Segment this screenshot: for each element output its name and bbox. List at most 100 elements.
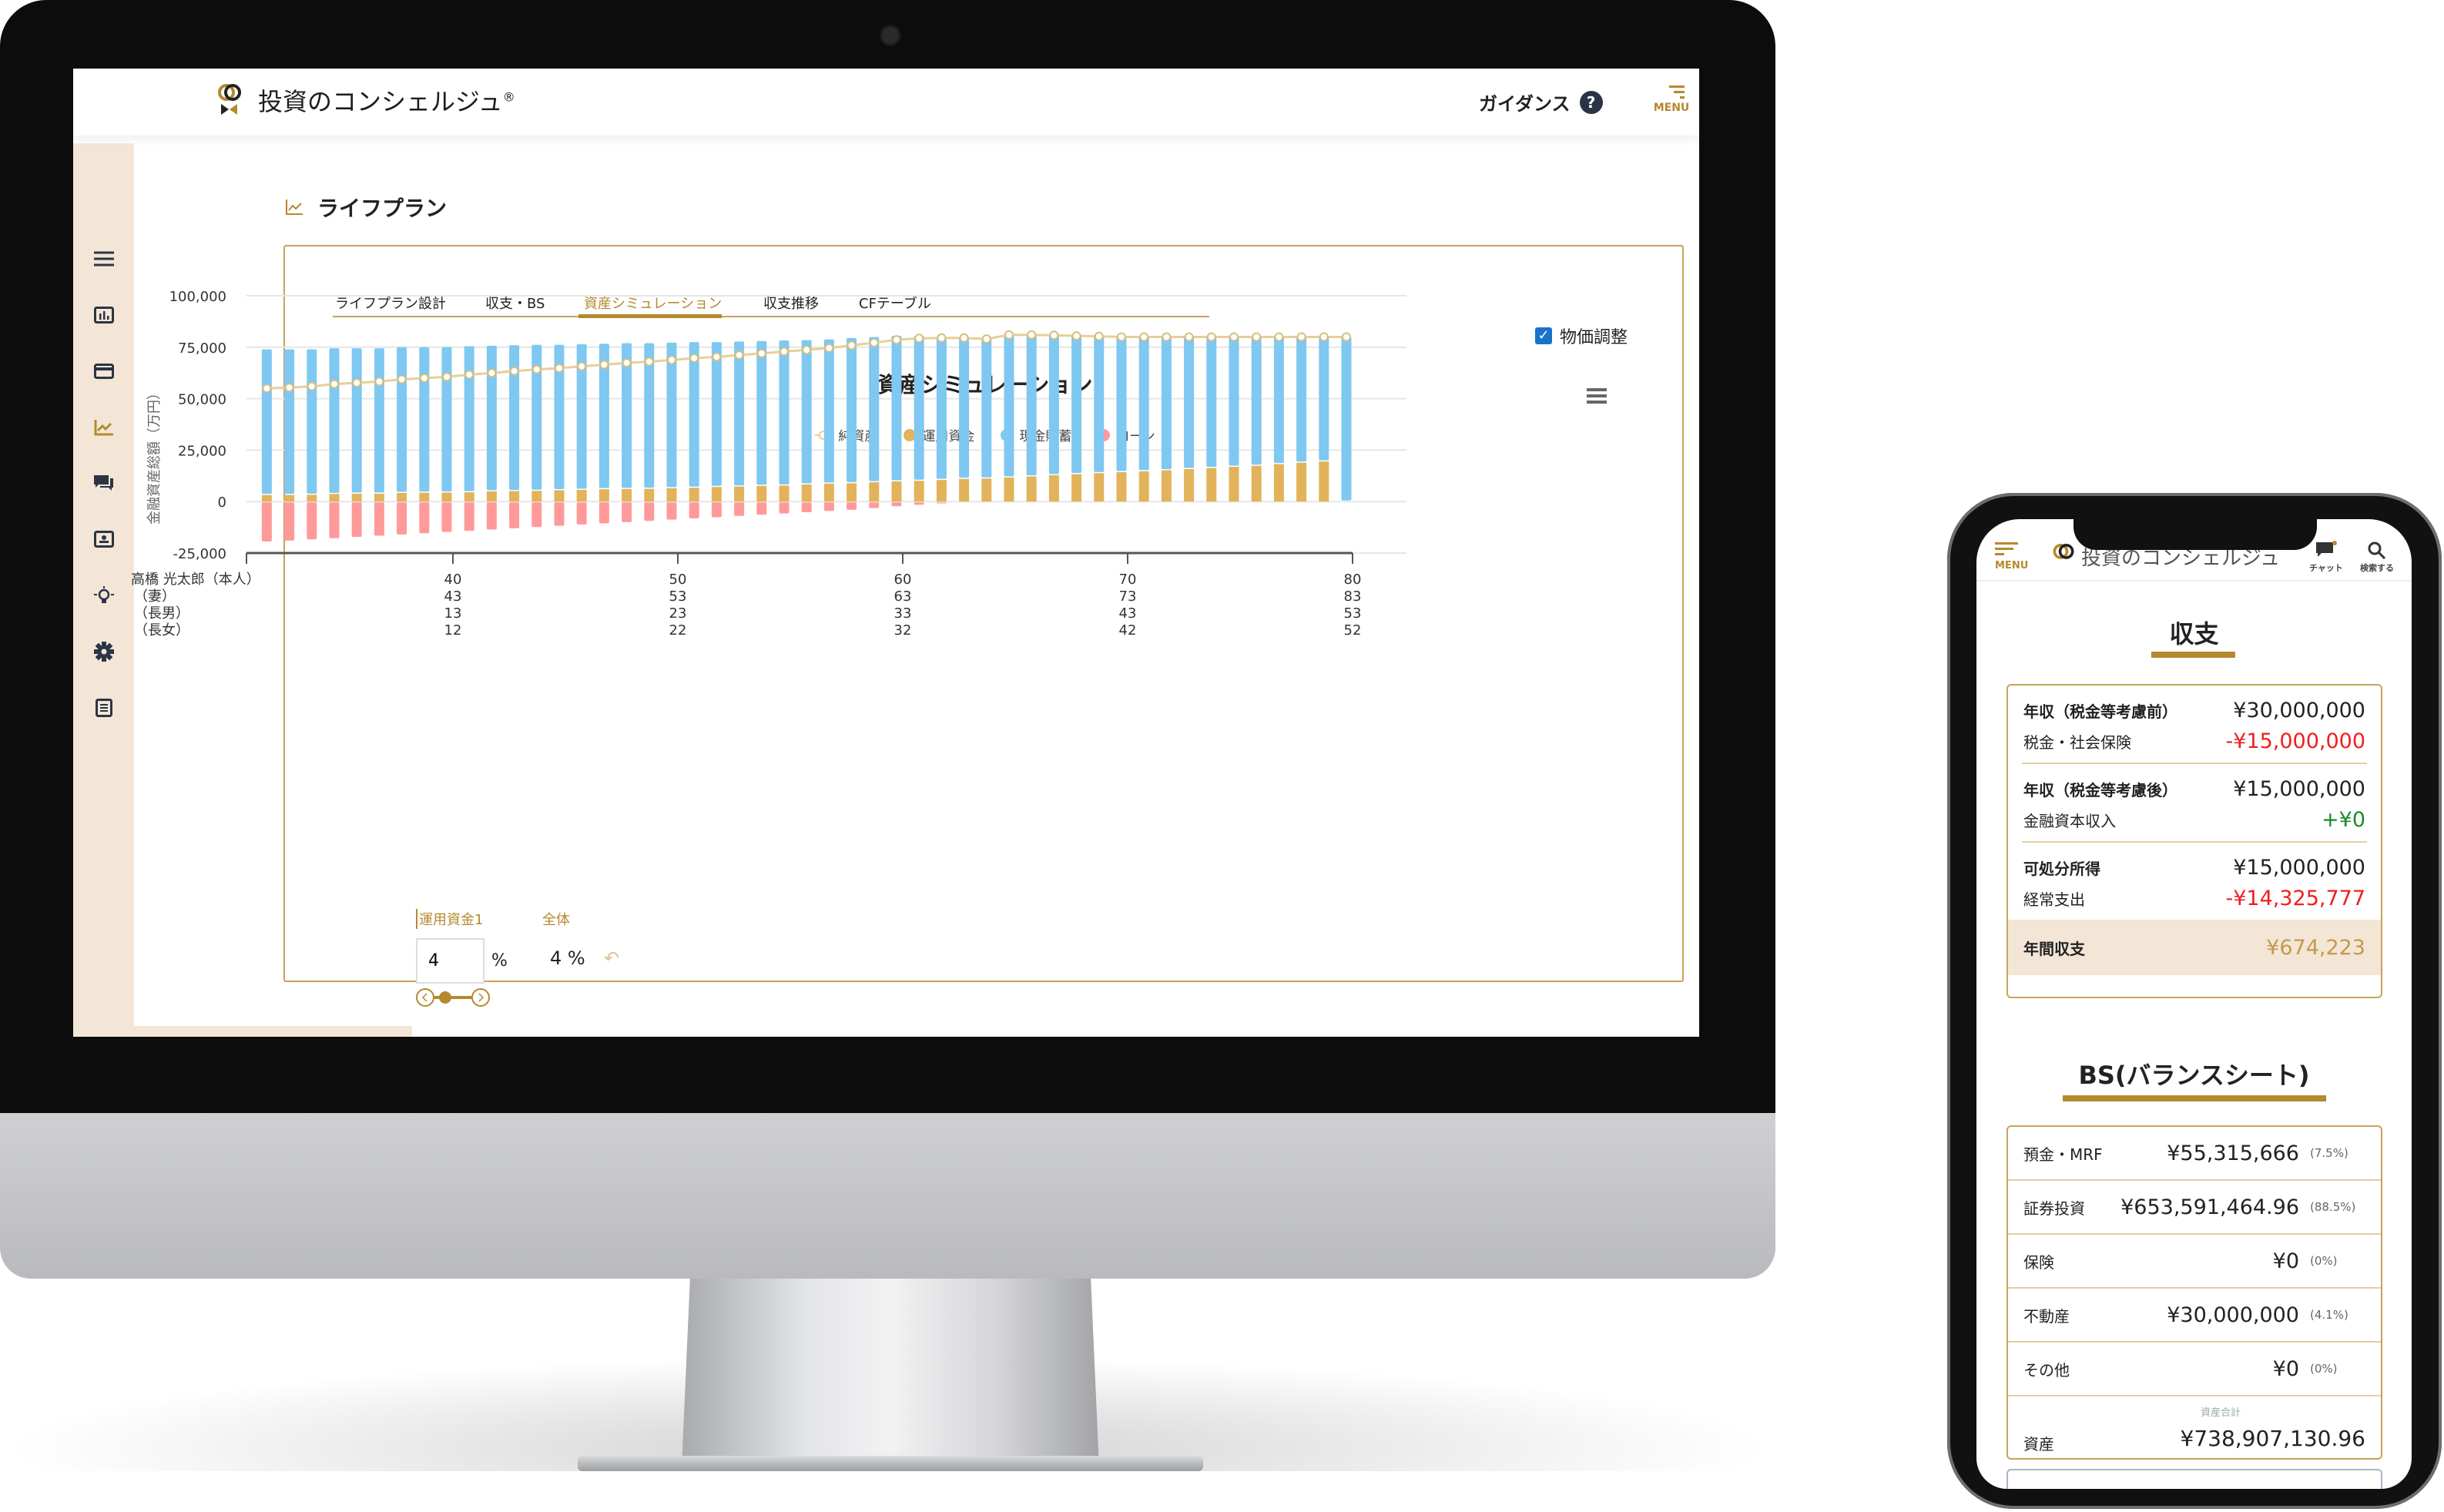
bar-cash-savings [1251, 337, 1262, 465]
bar-loan [261, 502, 272, 541]
bar-cash-savings [351, 348, 362, 493]
overall-rate: 4 % [550, 947, 585, 969]
point-net-assets [959, 333, 969, 343]
bs-percent: (88.5%) [2310, 1200, 2356, 1214]
phone-logo-icon [2053, 544, 2074, 572]
tab-divider [333, 316, 1209, 317]
bar-investment-funds [1319, 461, 1329, 502]
point-net-assets [981, 334, 991, 344]
point-net-assets [419, 373, 429, 383]
chat-icon[interactable] [92, 471, 116, 495]
bar-cash-savings [284, 349, 295, 495]
trend-chart-icon[interactable] [92, 415, 116, 440]
bar-investment-funds [644, 488, 655, 502]
point-net-assets [892, 335, 901, 345]
bar-cash-savings [1229, 337, 1239, 466]
bar-investment-funds [1094, 473, 1105, 502]
income-value: +¥0 [2322, 807, 2365, 832]
bar-loan [936, 502, 947, 504]
bar-investment-funds [531, 491, 542, 502]
bar-cash-savings [1319, 337, 1329, 461]
point-net-assets [802, 345, 812, 355]
rate-slider[interactable] [416, 987, 490, 1007]
bar-cash-savings [1206, 337, 1217, 468]
menu-button[interactable]: MENU [1652, 82, 1691, 114]
income-row: 経常支出 -¥14,325,777 [2022, 883, 2367, 914]
income-group: 年収（税金等考慮後） ¥15,000,000 金融資本収入 +¥0 [2022, 764, 2367, 843]
tab-lifeplan-design[interactable]: ライフプラン設計 [335, 296, 446, 312]
document-icon[interactable] [92, 696, 116, 720]
guidance-button[interactable]: ガイダンス? [1479, 89, 1603, 116]
bar-investment-funds [374, 494, 384, 502]
title-underline [2063, 1095, 2326, 1101]
return-rate-input[interactable] [416, 938, 484, 984]
price-adjust-checkbox[interactable]: ✓ 物価調整 [1535, 324, 1628, 348]
brand-logo-text[interactable]: 投資のコンシェルジュ® [258, 87, 515, 116]
lightbulb-icon[interactable] [92, 583, 116, 608]
search-icon [2368, 541, 2386, 560]
bar-cash-savings [801, 340, 812, 484]
bar-cash-savings [711, 342, 722, 486]
undo-icon[interactable]: ↶ [604, 947, 620, 969]
tab-investment-fund-1[interactable]: 運用資金1 [416, 909, 483, 929]
phone-notch [2074, 519, 2317, 550]
point-net-assets [1162, 332, 1172, 342]
search-button[interactable]: 検索する [2360, 541, 2394, 574]
point-net-assets [1139, 332, 1149, 342]
chart-export-menu-icon[interactable] [1587, 385, 1607, 407]
bar-cash-savings [666, 342, 677, 488]
sidebar [73, 143, 134, 1026]
bs-label: 不動産 [2023, 1306, 2070, 1326]
income-row: 年収（税金等考慮後） ¥15,000,000 [2022, 773, 2367, 804]
bs-value: ¥0 [2272, 1249, 2299, 1273]
tab-overall[interactable]: 全体 [542, 912, 570, 928]
bar-loan [779, 502, 790, 514]
age-tick-label: 43 [444, 588, 462, 605]
phone-menu-button[interactable]: MENU [1995, 541, 2033, 572]
bs-label: 保険 [2023, 1252, 2054, 1272]
bar-investment-funds [598, 489, 609, 502]
bar-cash-savings [1296, 337, 1307, 462]
phone-screen: MENU 投資のコンシェルジュ チャット 検索する 収支 年収（税金等考慮前） ¥… [1976, 519, 2412, 1489]
bar-cash-savings [1048, 335, 1059, 474]
bar-loan [486, 502, 497, 530]
credit-card-icon[interactable] [92, 359, 116, 384]
bar-cash-savings [1094, 336, 1105, 472]
guidance-label: ガイダンス [1479, 93, 1571, 115]
tab-cf-table[interactable]: CFテーブル [859, 296, 931, 312]
income-label: 税金・社会保険 [2023, 733, 2131, 752]
point-net-assets [689, 353, 699, 363]
income-row: 可処分所得 ¥15,000,000 [2022, 852, 2367, 883]
bar-loan [598, 502, 609, 524]
y-tick-label: 0 [218, 495, 226, 511]
help-icon: ? [1579, 90, 1603, 114]
bar-cash-savings [531, 344, 542, 490]
bar-chart-icon[interactable] [92, 303, 116, 327]
age-tick-label: 32 [894, 622, 912, 639]
bar-cash-savings [441, 347, 452, 491]
age-tick-label: 80 [1344, 572, 1362, 588]
title-underline [2151, 652, 2235, 658]
sidebar-menu-icon[interactable] [92, 246, 116, 271]
page-title-text: ライフプラン [317, 196, 448, 221]
contact-card-icon[interactable] [92, 527, 116, 551]
bar-loan [644, 502, 655, 521]
bar-investment-funds [397, 492, 407, 502]
y-tick-label: 50,000 [178, 392, 226, 408]
bar-loan [734, 502, 745, 516]
tab-asset-simulation[interactable]: 資産シミュレーション [584, 296, 722, 312]
bs-row: 証券投資 ¥653,591,464.96 (88.5%) [2008, 1181, 2381, 1235]
bar-investment-funds [1229, 467, 1239, 502]
tab-income-trend[interactable]: 収支推移 [763, 296, 819, 312]
bs-value: ¥30,000,000 [2167, 1302, 2299, 1327]
income-label: 年収（税金等考慮後） [2023, 780, 2177, 800]
bs-row: その他 ¥0 (0%) [2008, 1343, 2381, 1396]
bar-investment-funds [351, 494, 362, 502]
slider-handle [439, 991, 451, 1004]
gear-icon[interactable] [92, 639, 116, 664]
bar-cash-savings [1341, 337, 1352, 501]
tab-income-bs[interactable]: 収支・BS [485, 296, 545, 312]
chat-button[interactable]: チャット [2309, 541, 2343, 574]
point-net-assets [599, 360, 609, 370]
point-net-assets [1319, 332, 1329, 342]
